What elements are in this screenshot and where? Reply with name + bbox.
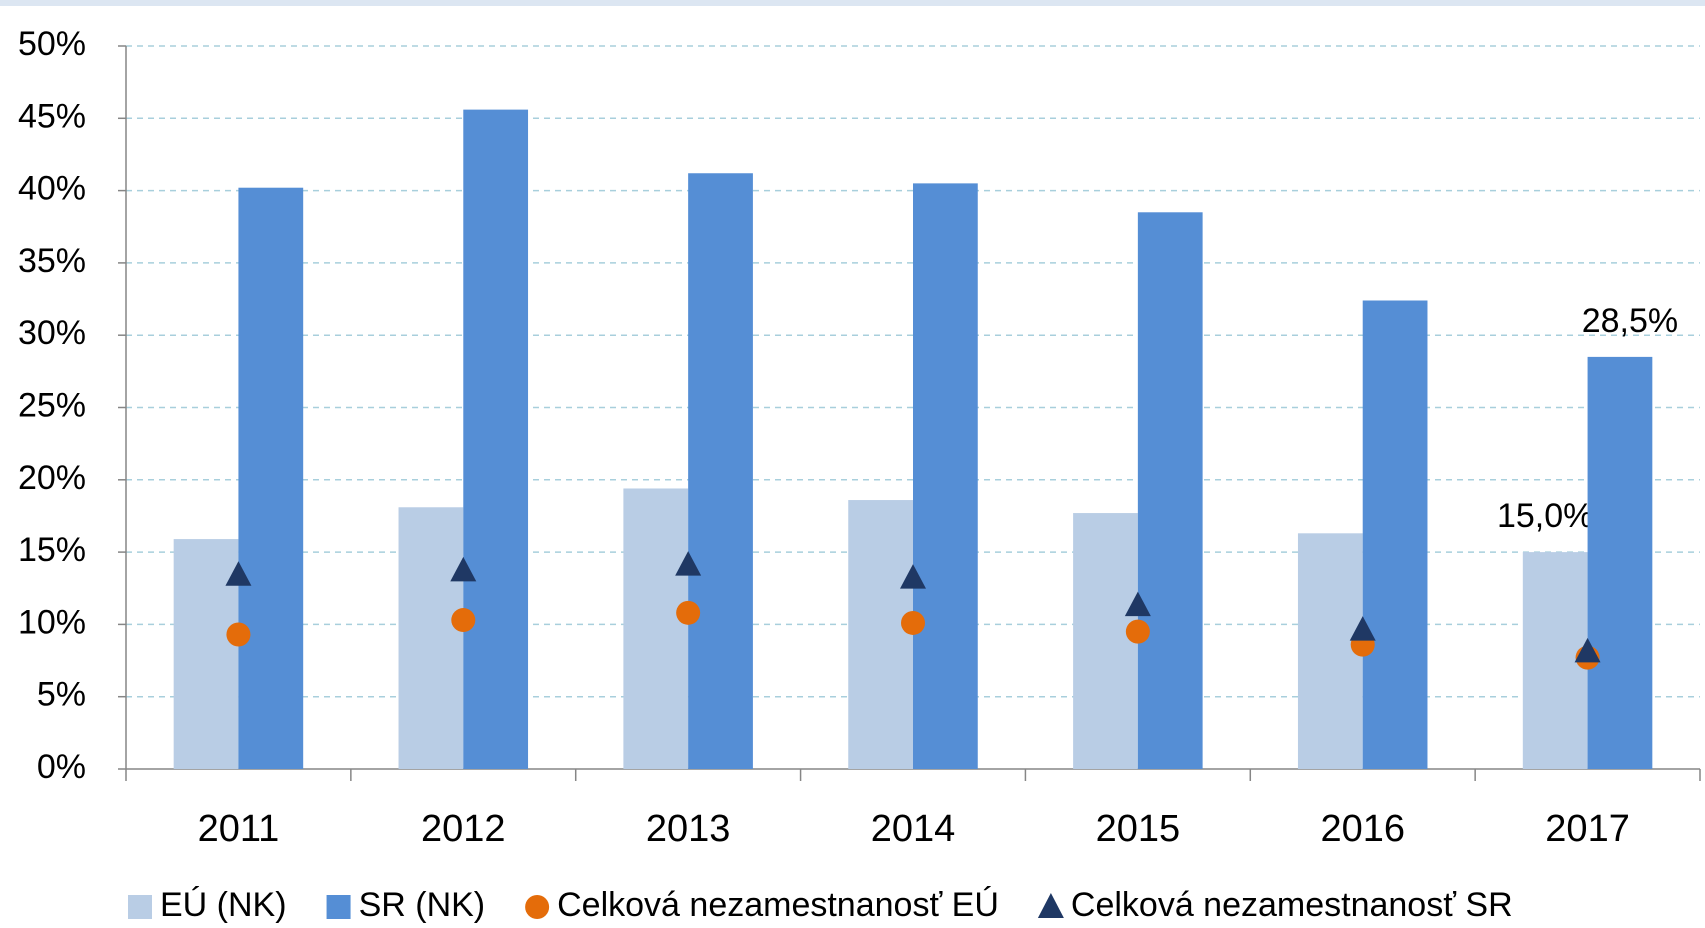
legend-swatch — [326, 895, 351, 919]
y-tick-label: 15% — [18, 531, 86, 569]
y-tick-label: 30% — [18, 314, 86, 352]
marker-circle — [676, 600, 701, 625]
legend-label: Celková nezamestnanosť SR — [1071, 886, 1513, 924]
top-strip — [0, 0, 1705, 6]
bar — [173, 539, 239, 769]
y-tick-label: 5% — [37, 676, 86, 714]
bar — [238, 187, 304, 769]
y-tick-label: 25% — [18, 386, 86, 424]
legend-label: EÚ (NK) — [160, 886, 287, 924]
bar — [688, 173, 753, 770]
marker-circle — [451, 608, 476, 633]
legend-label: SR (NK) — [359, 886, 486, 924]
x-tick-label: 2013 — [646, 808, 731, 850]
x-tick-label: 2017 — [1545, 808, 1630, 850]
x-tick-label: 2015 — [1096, 808, 1181, 850]
bar — [623, 488, 689, 769]
marker-triangle — [900, 564, 926, 589]
data-label: 28,5% — [1582, 302, 1678, 340]
legend-label: Celková nezamestnanosť EÚ — [557, 886, 999, 924]
bar — [913, 183, 978, 769]
bar — [848, 500, 913, 769]
bar — [1073, 513, 1138, 769]
y-tick-label: 10% — [18, 603, 86, 641]
bar — [1362, 300, 1428, 769]
y-tick-label: 45% — [18, 97, 86, 135]
y-tick-label: 40% — [18, 170, 86, 208]
legend-swatch — [525, 895, 550, 919]
bar — [463, 109, 529, 769]
bar — [1587, 356, 1653, 769]
x-tick-label: 2014 — [871, 808, 956, 850]
marker-triangle — [225, 561, 252, 586]
marker-triangle — [450, 556, 477, 582]
legend-swatch — [1037, 893, 1064, 918]
x-tick-label: 2011 — [198, 808, 280, 850]
y-tick-label: 50% — [18, 25, 86, 63]
marker-circle — [226, 622, 251, 647]
x-tick-label: 2016 — [1320, 808, 1405, 850]
y-tick-label: 0% — [37, 748, 86, 786]
bar — [1297, 533, 1363, 769]
y-tick-label: 35% — [18, 242, 86, 280]
bar — [398, 507, 464, 769]
y-tick-label: 20% — [18, 459, 86, 497]
marker-triangle — [675, 551, 702, 576]
bar — [1137, 212, 1203, 770]
x-tick-label: 2012 — [421, 808, 506, 850]
marker-triangle — [1574, 637, 1601, 663]
marker-triangle — [1124, 591, 1151, 617]
data-label: 15,0% — [1497, 497, 1593, 535]
marker-triangle — [1349, 616, 1376, 641]
marker-circle — [1125, 619, 1150, 644]
legend-swatch — [128, 895, 152, 919]
marker-circle — [901, 610, 925, 635]
